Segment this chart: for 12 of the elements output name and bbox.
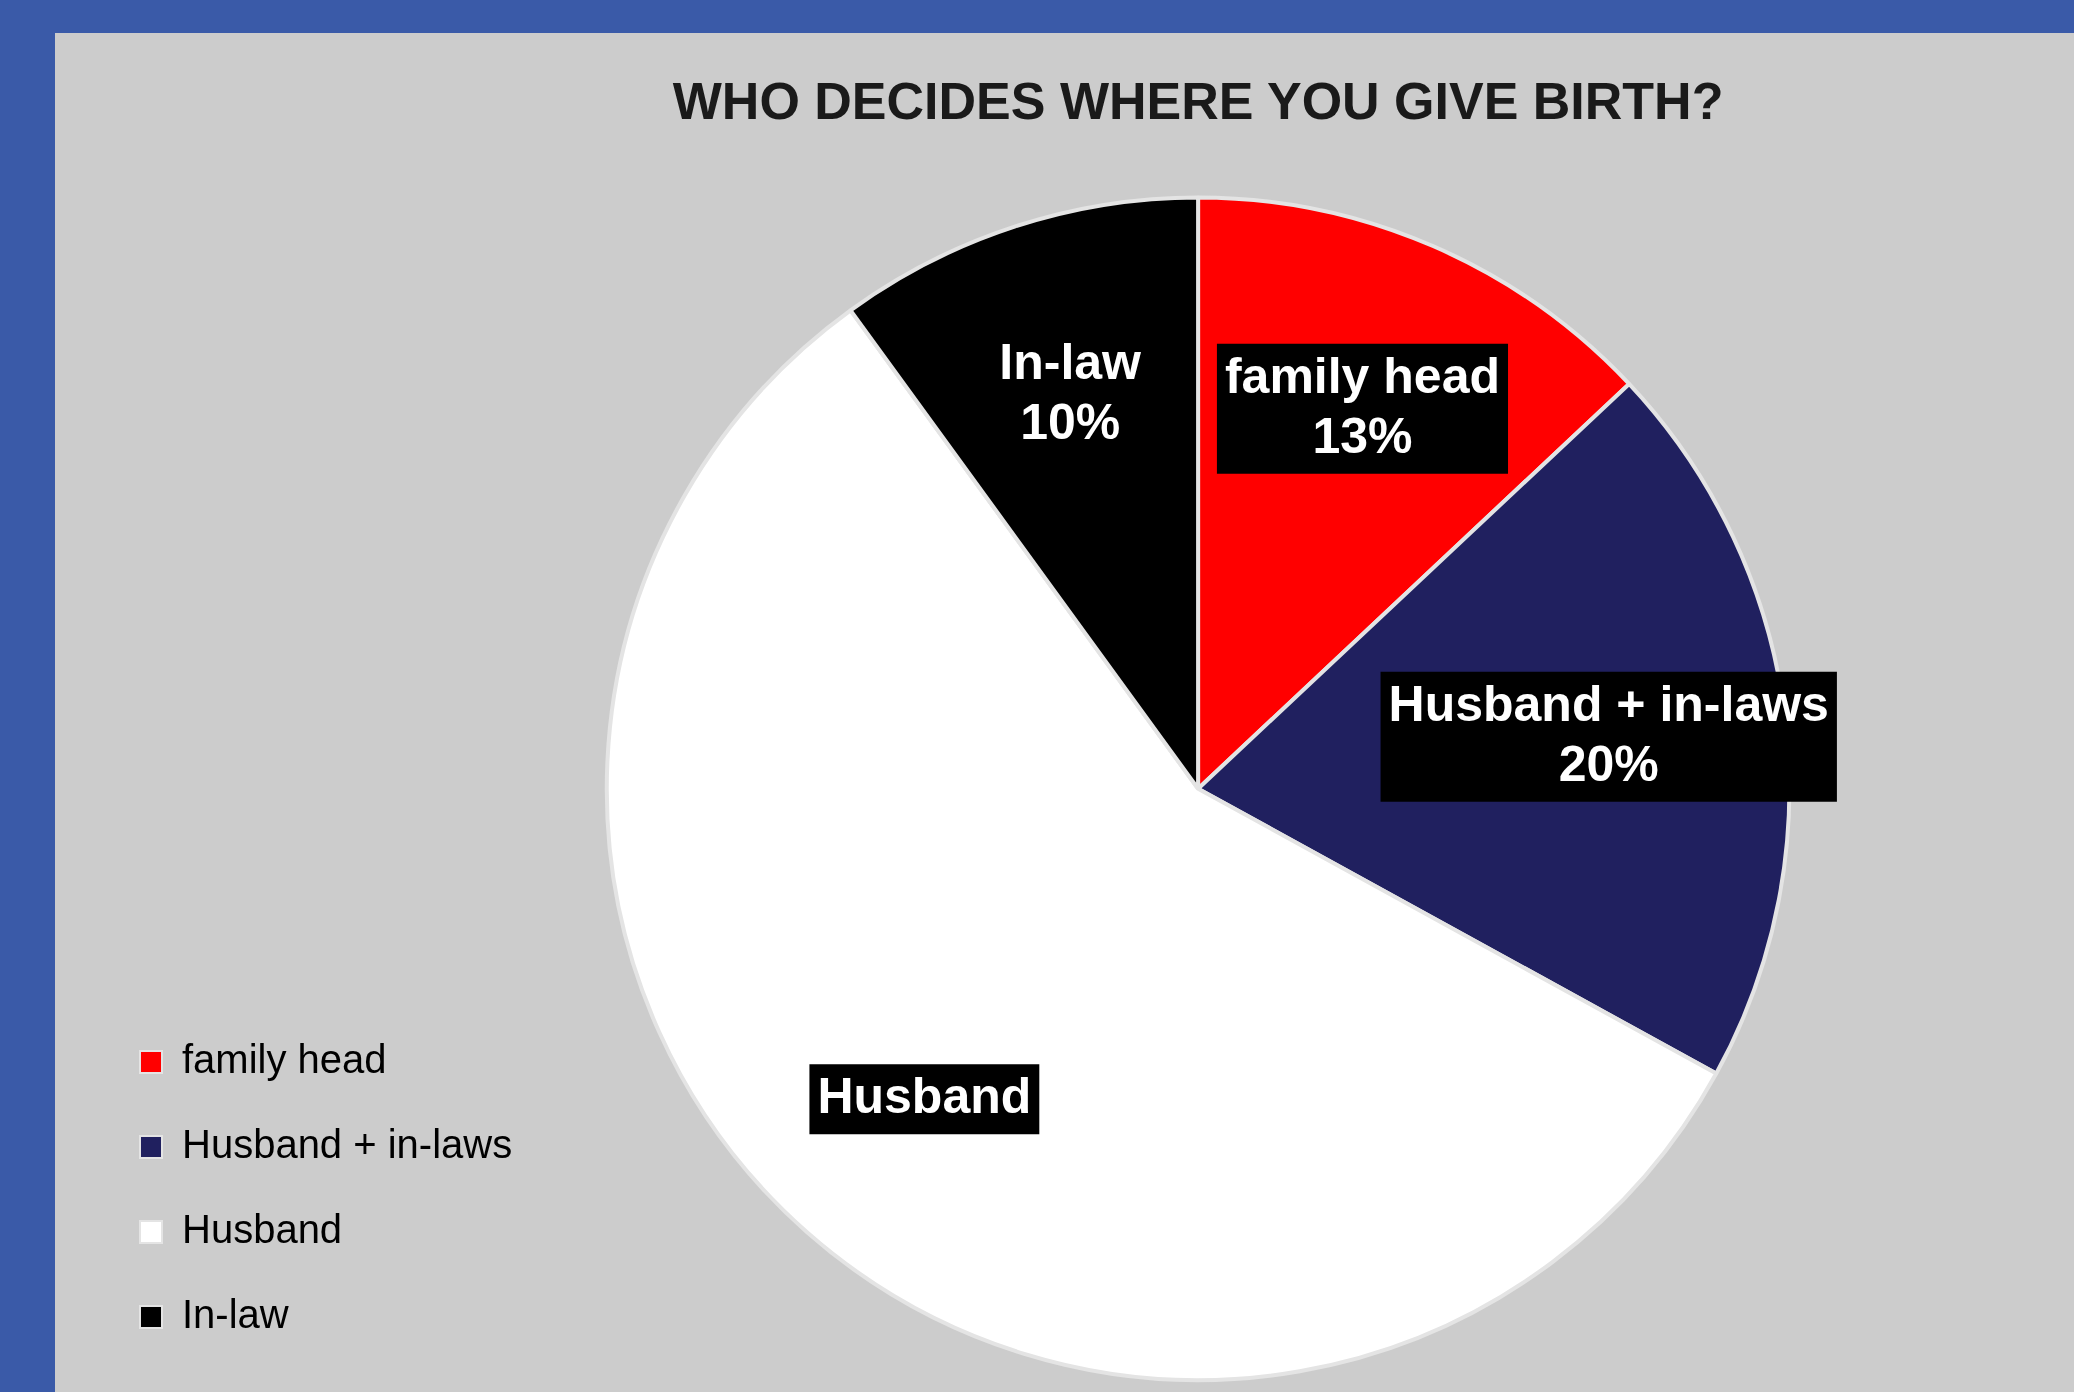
data-label: 20% — [1558, 735, 1659, 792]
legend-label: In-law — [182, 1292, 289, 1337]
data-label: 10% — [1020, 393, 1121, 450]
legend-label: Husband — [182, 1207, 343, 1252]
slice-label: Husband + in-laws — [1388, 675, 1829, 732]
data-label: 13% — [1312, 407, 1413, 464]
legend-label: Husband + in-laws — [182, 1122, 513, 1167]
legend-label: family head — [182, 1037, 387, 1082]
slice-label: Husband — [817, 1067, 1032, 1124]
slice-label: family head — [1224, 347, 1501, 404]
slice-label: In-law — [999, 333, 1142, 390]
chart-title: WHO DECIDES WHERE YOU GIVE BIRTH? — [672, 71, 1724, 130]
